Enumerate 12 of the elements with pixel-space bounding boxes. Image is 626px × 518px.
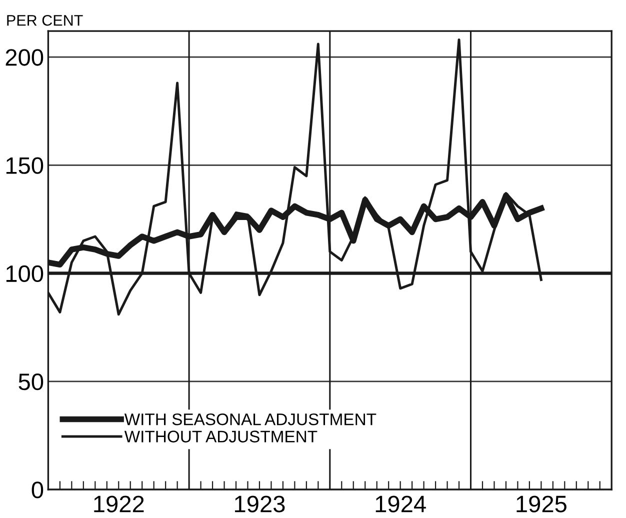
y-tick-label: 150 (6, 157, 44, 174)
x-tick-label: 1923 (235, 496, 285, 512)
y-tick-label: 50 (18, 373, 44, 390)
x-tick-label: 1925 (516, 496, 566, 512)
x-tick-label: 1922 (94, 496, 144, 512)
legend-label: WITHOUT ADJUSTMENT (124, 430, 318, 442)
y-axis-title: PER CENT (7, 14, 83, 26)
y-tick-label: 0 (32, 482, 44, 498)
legend-label: WITH SEASONAL ADJUSTMENT (124, 413, 376, 426)
y-tick-label: 100 (6, 265, 44, 282)
y-tick-label: 200 (6, 49, 44, 66)
x-tick-label: 1924 (376, 496, 426, 512)
